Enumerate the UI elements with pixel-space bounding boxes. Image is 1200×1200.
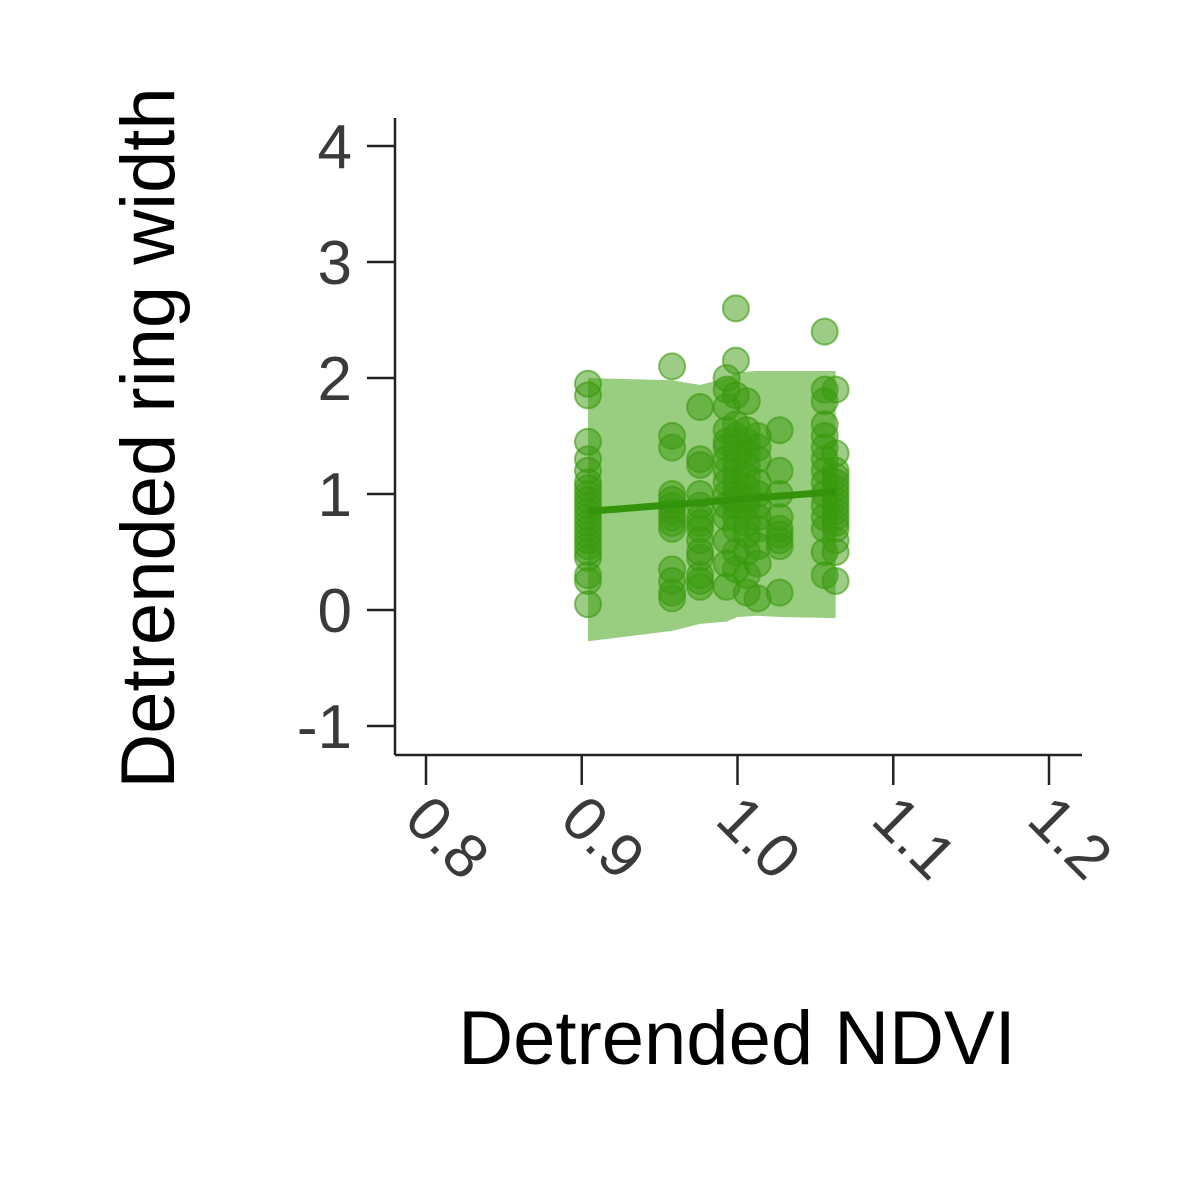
data-point xyxy=(686,572,715,601)
data-point xyxy=(721,346,750,375)
axes xyxy=(367,118,1082,785)
y-tick-label: 3 xyxy=(318,229,352,298)
data-point xyxy=(658,584,687,613)
x-tick-label: 0.8 xyxy=(392,783,502,893)
data-point xyxy=(658,433,687,462)
data-point xyxy=(765,456,794,485)
data-point xyxy=(821,538,850,566)
data-point xyxy=(732,387,761,416)
x-tick-label: 1.0 xyxy=(704,783,814,893)
regression-line xyxy=(587,488,836,515)
data-point xyxy=(765,532,794,561)
y-tick-label: 0 xyxy=(318,577,352,646)
data-point xyxy=(765,416,794,445)
data-point xyxy=(721,294,750,323)
y-tick-label: 2 xyxy=(318,345,352,414)
data-points-layer xyxy=(574,294,850,619)
data-point xyxy=(810,317,839,346)
y-tick-label: -1 xyxy=(297,693,352,762)
data-point xyxy=(743,549,772,578)
data-point xyxy=(658,352,687,381)
data-point xyxy=(574,456,602,485)
data-point xyxy=(574,381,602,410)
fit-line-layer xyxy=(587,488,836,515)
data-point xyxy=(821,567,850,595)
y-tick-label: 4 xyxy=(318,113,352,182)
x-tick-label: 1.2 xyxy=(1015,783,1125,893)
data-point xyxy=(574,567,602,595)
data-point xyxy=(765,578,794,607)
data-point xyxy=(686,451,715,479)
data-point xyxy=(821,375,850,404)
y-tick-label: 1 xyxy=(318,461,352,530)
x-tick-label: 0.9 xyxy=(548,783,658,893)
data-point xyxy=(574,590,602,619)
data-point xyxy=(658,514,687,543)
data-point xyxy=(686,393,715,421)
y-axis-title: Detrended ring width xyxy=(106,87,191,788)
x-axis-title: Detrended NDVI xyxy=(458,996,1016,1081)
x-tick-label: 1.1 xyxy=(859,783,969,893)
